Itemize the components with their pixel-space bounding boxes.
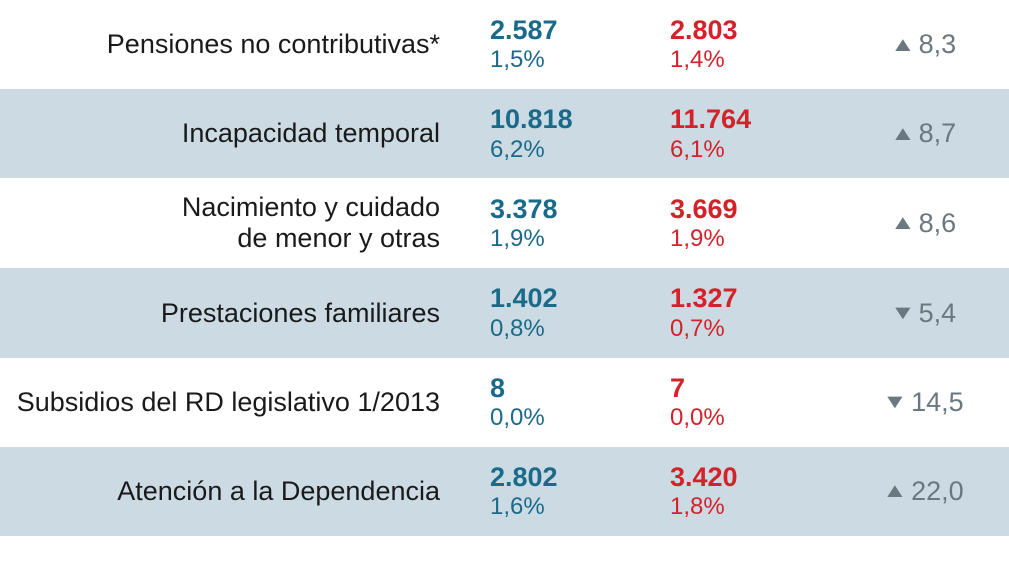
change-value: 8,3 xyxy=(919,29,957,60)
row-label: Pensiones no contributivas* xyxy=(0,0,480,89)
arrow-down-icon: ▼ xyxy=(890,303,916,323)
value-a-sub: 6,2% xyxy=(490,136,545,165)
value-b-sub: 0,7% xyxy=(670,315,725,344)
value-a-sub: 1,9% xyxy=(490,225,545,254)
change-value: 14,5 xyxy=(911,387,964,418)
data-table: Pensiones no contributivas*2.5871,5%2.80… xyxy=(0,0,1009,536)
value-b-main: 3.669 xyxy=(670,193,738,225)
value-col-b: 70,0% xyxy=(660,358,840,447)
value-a-main: 1.402 xyxy=(490,282,558,314)
row-label: Prestaciones familiares xyxy=(0,268,480,357)
arrow-up-icon: ▲ xyxy=(890,213,916,233)
row-label: Incapacidad temporal xyxy=(0,89,480,178)
value-b-main: 7 xyxy=(670,372,685,404)
value-b-sub: 0,0% xyxy=(670,404,725,433)
value-col-a: 80,0% xyxy=(480,358,660,447)
value-col-a: 1.4020,8% xyxy=(480,268,660,357)
change-cell: ▲8,3 xyxy=(840,0,1009,89)
value-b-main: 2.803 xyxy=(670,14,738,46)
value-a-sub: 1,5% xyxy=(490,46,545,75)
value-col-b: 3.4201,8% xyxy=(660,447,840,536)
change-cell: ▲8,7 xyxy=(840,89,1009,178)
change-cell: ▼5,4 xyxy=(840,268,1009,357)
value-col-b: 3.6691,9% xyxy=(660,178,840,268)
value-col-a: 2.5871,5% xyxy=(480,0,660,89)
value-a-main: 3.378 xyxy=(490,193,558,225)
value-a-main: 2.587 xyxy=(490,14,558,46)
arrow-up-icon: ▲ xyxy=(890,35,916,55)
value-b-sub: 6,1% xyxy=(670,136,725,165)
change-cell: ▼14,5 xyxy=(840,358,1009,447)
value-a-sub: 0,0% xyxy=(490,404,545,433)
change-cell: ▲8,6 xyxy=(840,178,1009,268)
change-value: 8,7 xyxy=(919,118,957,149)
arrow-up-icon: ▲ xyxy=(882,481,908,501)
change-value: 8,6 xyxy=(919,208,957,239)
row-label: Atención a la Dependencia xyxy=(0,447,480,536)
change-value: 5,4 xyxy=(919,298,957,329)
value-b-main: 1.327 xyxy=(670,282,738,314)
row-label: Subsidios del RD legislativo 1/2013 xyxy=(0,358,480,447)
value-col-b: 1.3270,7% xyxy=(660,268,840,357)
value-a-main: 2.802 xyxy=(490,461,558,493)
value-col-a: 10.8186,2% xyxy=(480,89,660,178)
value-a-sub: 1,6% xyxy=(490,493,545,522)
value-col-b: 11.7646,1% xyxy=(660,89,840,178)
value-a-sub: 0,8% xyxy=(490,315,545,344)
value-b-sub: 1,9% xyxy=(670,225,725,254)
value-a-main: 8 xyxy=(490,372,505,404)
row-label: Nacimiento y cuidadode menor y otras xyxy=(0,178,480,268)
value-a-main: 10.818 xyxy=(490,103,573,135)
value-b-main: 11.764 xyxy=(670,103,751,135)
change-value: 22,0 xyxy=(911,476,964,507)
value-col-a: 3.3781,9% xyxy=(480,178,660,268)
value-col-b: 2.8031,4% xyxy=(660,0,840,89)
change-cell: ▲22,0 xyxy=(840,447,1009,536)
value-b-sub: 1,4% xyxy=(670,46,725,75)
value-b-sub: 1,8% xyxy=(670,493,725,522)
arrow-up-icon: ▲ xyxy=(890,124,916,144)
value-col-a: 2.8021,6% xyxy=(480,447,660,536)
arrow-down-icon: ▼ xyxy=(882,392,908,412)
value-b-main: 3.420 xyxy=(670,461,738,493)
